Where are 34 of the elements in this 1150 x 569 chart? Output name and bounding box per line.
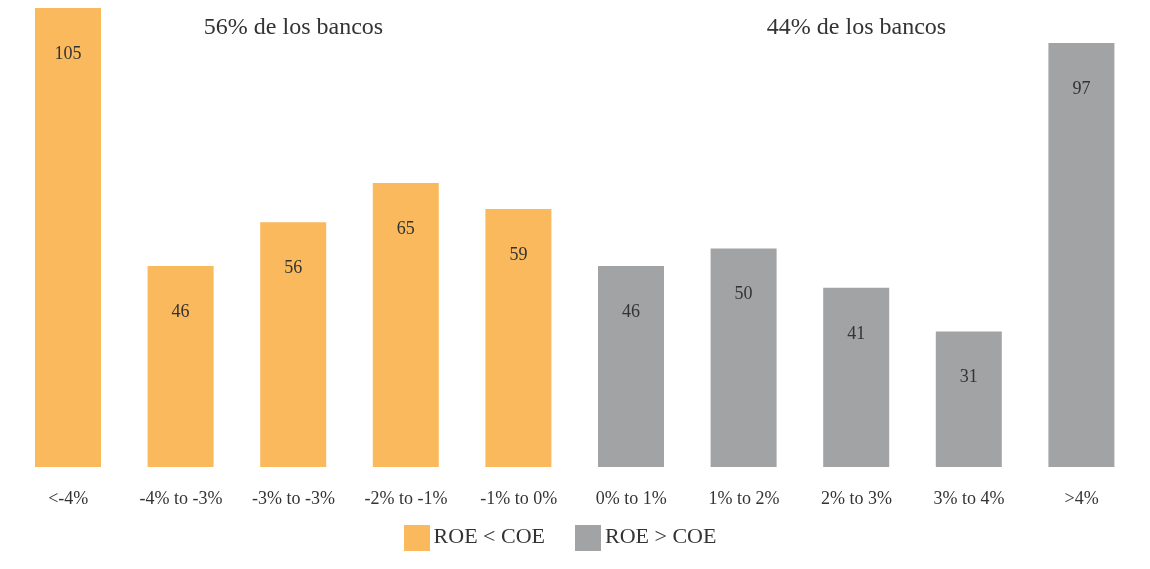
data-label: 105 <box>54 42 82 63</box>
x-tick-label: 3% to 4% <box>933 487 1005 508</box>
bar <box>485 209 552 468</box>
x-tick-label: 2% to 3% <box>821 487 892 508</box>
bar <box>935 331 1002 468</box>
x-tick-label: 1% to 2% <box>708 487 780 508</box>
bar <box>710 248 777 468</box>
bar <box>372 182 439 468</box>
data-label: 46 <box>171 300 190 321</box>
bar <box>598 265 664 468</box>
data-label: 31 <box>959 366 978 387</box>
legend-label: ROE > COE <box>605 523 717 549</box>
bar <box>260 222 327 468</box>
bar <box>147 265 214 468</box>
bar <box>823 287 890 468</box>
bar <box>35 8 101 468</box>
annotation: 56% de los bancos <box>203 13 384 39</box>
x-tick-label: -2% to -1% <box>364 487 448 508</box>
data-label: 50 <box>734 283 753 304</box>
x-tick-label: -4% to -3% <box>139 487 223 508</box>
data-label: 56 <box>284 257 303 277</box>
x-tick-label: >4% <box>1064 487 1099 508</box>
annotation: 44% de los bancos <box>766 13 947 39</box>
data-label: 41 <box>847 322 866 343</box>
x-tick-label: -1% to 0% <box>480 487 558 508</box>
data-label: 97 <box>1072 77 1091 98</box>
data-label: 59 <box>509 243 528 264</box>
data-label: 65 <box>396 217 415 238</box>
bar <box>1048 42 1115 468</box>
x-tick-label: 0% to 1% <box>595 487 667 508</box>
data-label: 46 <box>622 300 640 321</box>
x-tick-label: <-4% <box>48 487 89 508</box>
legend-label: ROE < COE <box>433 523 545 549</box>
x-tick-label: -3% to -3% <box>252 487 335 508</box>
